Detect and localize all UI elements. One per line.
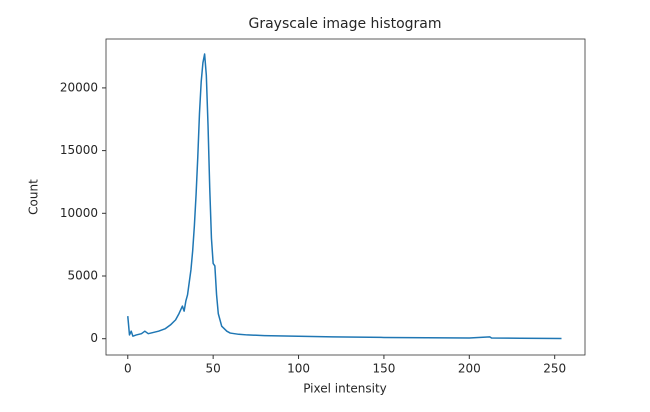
y-axis-label: Count bbox=[27, 179, 41, 215]
x-tick-label: 0 bbox=[124, 362, 132, 376]
x-tick-label: 200 bbox=[458, 362, 481, 376]
y-tick-label: 20000 bbox=[60, 80, 98, 94]
x-axis-label: Pixel intensity bbox=[303, 382, 387, 396]
x-tick-label: 50 bbox=[206, 362, 221, 376]
y-tick-label: 15000 bbox=[60, 143, 98, 157]
plot-frame bbox=[105, 38, 586, 356]
data-line bbox=[127, 53, 562, 340]
y-tick-label: 10000 bbox=[60, 206, 98, 220]
y-tick-label: 5000 bbox=[67, 269, 98, 283]
y-tick-label: 0 bbox=[90, 331, 98, 345]
x-tick-label: 150 bbox=[372, 362, 395, 376]
chart-title: Grayscale image histogram bbox=[248, 16, 441, 32]
x-tick-label: 250 bbox=[543, 362, 566, 376]
x-tick-label: 100 bbox=[287, 362, 310, 376]
